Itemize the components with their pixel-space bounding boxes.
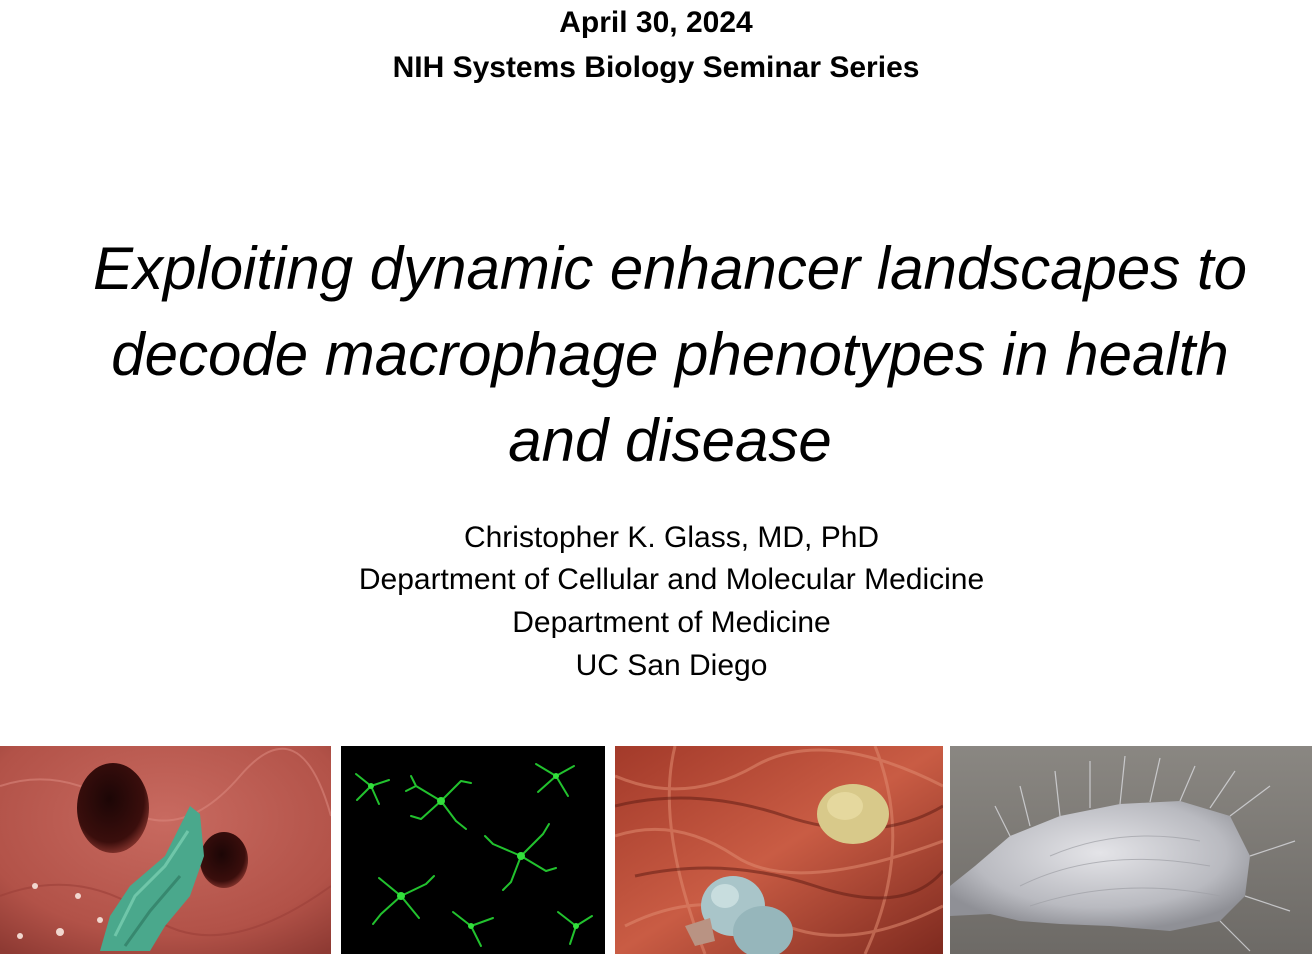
macrophage-spread-sem-icon [950, 746, 1312, 954]
talk-title-line-3: and disease [508, 407, 832, 474]
seminar-series: NIH Systems Biology Seminar Series [392, 51, 920, 84]
microglia-fluorescence-image [341, 746, 605, 954]
macrophage-sem-image [0, 746, 331, 954]
microglia-fluorescence-icon [341, 746, 605, 954]
institution: UC San Diego [575, 649, 768, 682]
tissue-macrophages-sem-image [615, 746, 943, 954]
talk-title-line-1: Exploiting dynamic enhancer landscapes t… [92, 235, 1248, 302]
presenter-name: Christopher K. Glass, MD, PhD [463, 521, 880, 554]
seminar-date: April 30, 2024 [559, 6, 753, 39]
talk-title: Exploiting dynamic enhancer landscapes t… [20, 226, 1312, 484]
department-medicine: Department of Medicine [512, 606, 831, 639]
macrophage-spread-sem-image [950, 746, 1312, 954]
tissue-macrophages-sem-icon [615, 746, 943, 954]
macrophage-sem-icon [0, 746, 331, 954]
department-cellular-molecular: Department of Cellular and Molecular Med… [358, 563, 985, 596]
talk-title-line-2: decode macrophage phenotypes in health [111, 321, 1229, 388]
